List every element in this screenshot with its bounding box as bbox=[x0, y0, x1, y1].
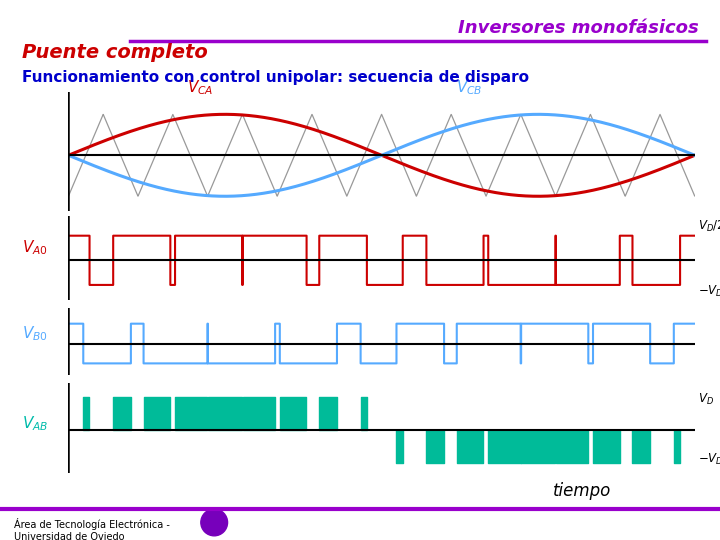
Text: Funcionamiento con control unipolar: secuencia de disparo: Funcionamiento con control unipolar: sec… bbox=[22, 70, 528, 85]
Text: tiempo: tiempo bbox=[553, 482, 611, 501]
Text: $-V_D$: $-V_D$ bbox=[698, 451, 720, 467]
Text: $V_{AB}$: $V_{AB}$ bbox=[22, 414, 48, 433]
Text: Área de Tecnología Electrónica -
Universidad de Oviedo: Área de Tecnología Electrónica - Univers… bbox=[14, 518, 170, 540]
Circle shape bbox=[201, 509, 228, 536]
Text: $V_{CB}$: $V_{CB}$ bbox=[456, 78, 482, 97]
Text: $V_D/2$: $V_D/2$ bbox=[698, 219, 720, 234]
Text: $V_{A0}$: $V_{A0}$ bbox=[22, 239, 48, 257]
Text: $-V_D/2$: $-V_D/2$ bbox=[698, 284, 720, 299]
Text: $V_{B0}$: $V_{B0}$ bbox=[22, 324, 48, 343]
Text: $V_{CA}$: $V_{CA}$ bbox=[186, 78, 213, 97]
Text: $V_D$: $V_D$ bbox=[698, 392, 714, 407]
Text: Puente completo: Puente completo bbox=[22, 43, 207, 62]
Text: Inversores monofásicos: Inversores monofásicos bbox=[458, 19, 698, 37]
